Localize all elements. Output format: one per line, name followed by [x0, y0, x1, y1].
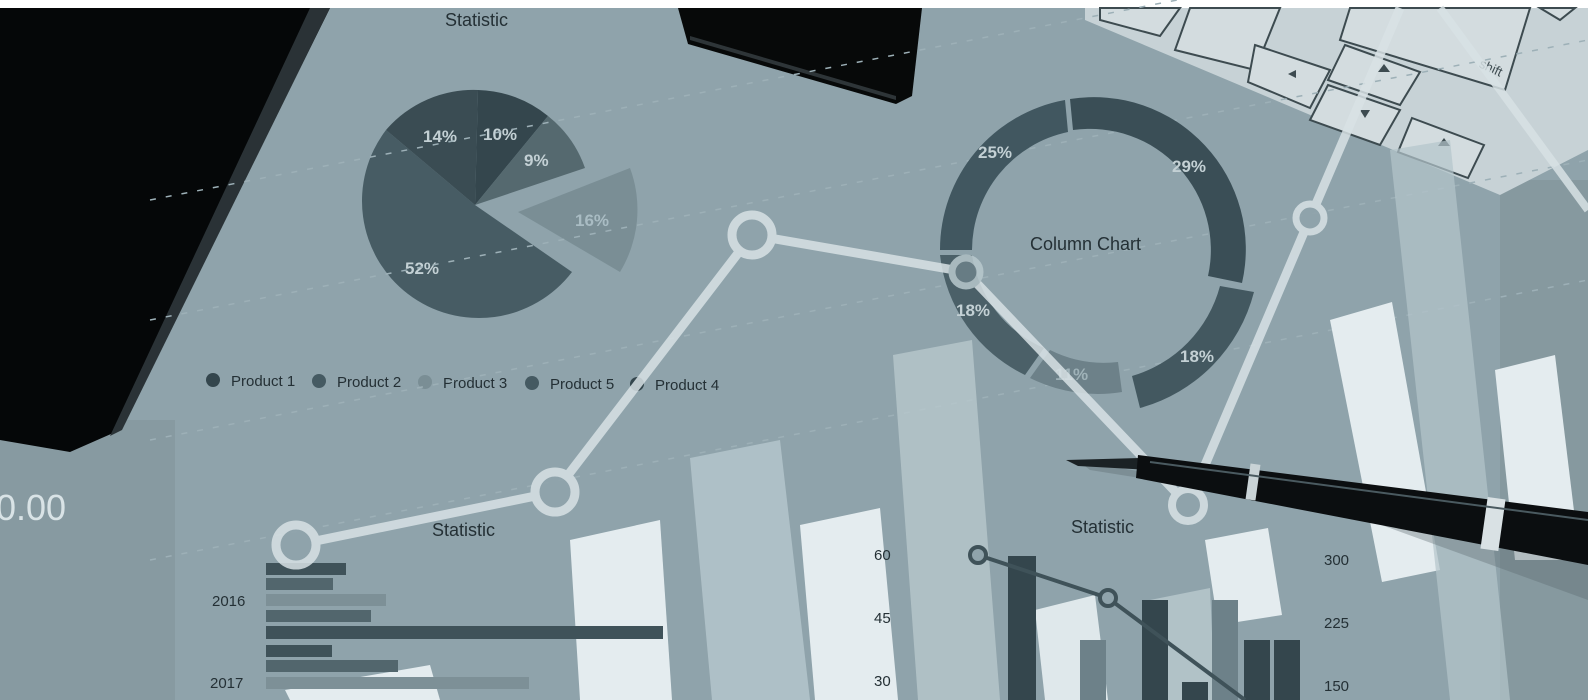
overlay-point-4	[948, 254, 984, 290]
legend-product-1: Product 1	[231, 373, 295, 390]
legend-product-2: Product 2	[337, 374, 401, 391]
small-axis-225: 225	[1324, 615, 1349, 632]
hbar-year-2016: 2016	[212, 593, 245, 610]
pie-slice-14	[386, 89, 478, 205]
pie-chart: Statistic 14% 10% 9% 16% 52%	[361, 10, 638, 319]
pie-slice-9	[475, 116, 585, 205]
hbar-2016-e	[266, 626, 663, 639]
overlay-point-6	[1292, 200, 1328, 236]
donut-label-29: 29%	[1172, 157, 1206, 176]
small-chart-title: Statistic	[1071, 517, 1134, 537]
donut-label-18a: 18%	[956, 301, 990, 320]
axis-label-30: 30	[874, 673, 891, 690]
small-bar-6	[1244, 640, 1270, 700]
pie-slice-52	[361, 130, 572, 319]
donut-segment-29	[1070, 97, 1246, 283]
small-bar-4	[1182, 682, 1208, 700]
overlay-point-2	[530, 467, 580, 517]
small-combo-chart: Statistic 300 225 150	[968, 517, 1349, 700]
donut-segment-25	[939, 100, 1068, 250]
horizontal-bar-chart: Statistic 2016 2017	[210, 520, 663, 692]
pie-label-52: 52%	[405, 259, 439, 278]
hbar-2016-c	[266, 594, 386, 606]
legend-dot-3	[418, 375, 432, 389]
hbar-title: Statistic	[432, 520, 495, 540]
pie-label-9: 9%	[524, 151, 549, 170]
pen-ring-1	[1245, 463, 1261, 501]
pen-highlight	[1149, 461, 1588, 521]
pen-ring-2	[1480, 497, 1506, 551]
overlay-point-3	[727, 210, 777, 260]
top-border	[0, 0, 1588, 8]
pie-legend: Product 1 Product 2 Product 3 Product 5 …	[206, 373, 719, 394]
dark-device-top	[678, 8, 922, 104]
legend-dot-2	[312, 374, 326, 388]
pie-label-14: 14%	[423, 127, 457, 146]
overlay-line-tail	[1436, 5, 1588, 213]
pie-slice-10	[475, 90, 548, 205]
donut-label-18b: 18%	[1180, 347, 1214, 366]
pie-label-10: 10%	[483, 125, 517, 144]
smartphone-body	[0, 8, 330, 452]
small-bar-7	[1274, 640, 1300, 700]
overlay-point-5	[1168, 485, 1208, 525]
pie-label-16: 16%	[575, 211, 609, 230]
hbar-2017-b	[266, 660, 398, 672]
pie-chart-title: Statistic	[445, 10, 508, 30]
hbar-year-2017: 2017	[210, 675, 243, 692]
overlay-point-1	[271, 520, 321, 570]
axis-label-45: 45	[874, 610, 891, 627]
hbar-2016-d	[266, 610, 371, 622]
smartphone	[0, 8, 330, 452]
small-bar-3	[1142, 600, 1168, 700]
small-axis-150: 150	[1324, 678, 1349, 695]
hbar-2016-b	[266, 578, 333, 590]
fountain-pen	[1066, 455, 1588, 600]
legend-dot-5	[525, 376, 539, 390]
screen-value-text: 0.00	[0, 487, 66, 528]
pen-nib	[1066, 458, 1152, 470]
small-line-point-1	[968, 545, 988, 565]
hbar-2017-c	[266, 677, 529, 689]
legend-product-3: Product 3	[443, 375, 507, 392]
table-edge-left	[0, 420, 175, 700]
pie-slice-16	[518, 168, 638, 272]
small-bar-2	[1080, 640, 1106, 700]
legend-product-4: Product 4	[655, 377, 719, 394]
legend-product-5: Product 5	[550, 376, 614, 393]
hbar-2017-a	[266, 645, 332, 657]
donut-label-25: 25%	[978, 143, 1012, 162]
donut-title: Column Chart	[1030, 234, 1141, 254]
legend-dot-1	[206, 373, 220, 387]
smartphone-edge	[110, 8, 330, 436]
donut-segment-18b	[1132, 286, 1254, 408]
small-axis-300: 300	[1324, 552, 1349, 569]
small-line-point-2	[1098, 588, 1118, 608]
axis-label-60: 60	[874, 547, 891, 564]
small-bar-1	[1008, 556, 1036, 700]
overlay-line-chart	[271, 5, 1588, 570]
